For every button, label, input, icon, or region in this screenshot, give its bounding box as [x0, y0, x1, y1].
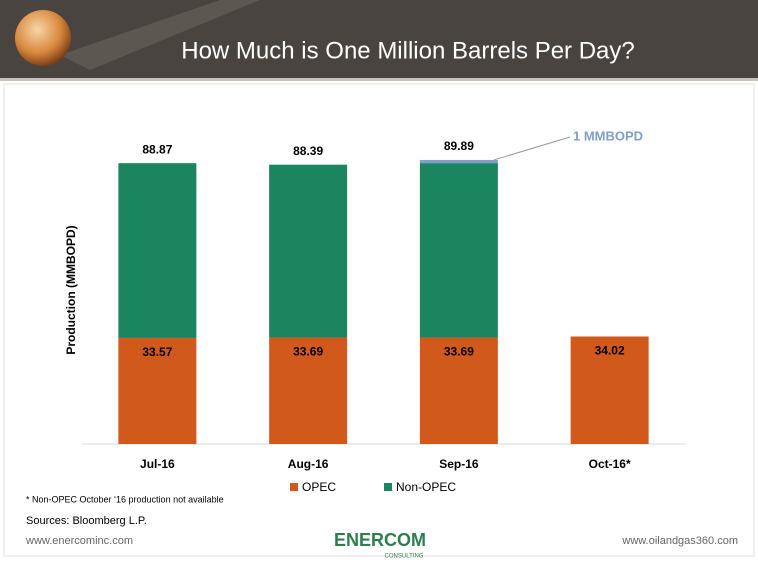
x-tick-label: Sep-16 — [439, 457, 479, 471]
y-axis-label: Production (MMBOPD) — [64, 225, 78, 354]
sources: Sources: Bloomberg L.P. — [26, 515, 147, 527]
legend-label: OPEC — [302, 480, 336, 494]
bar-segment — [118, 337, 197, 444]
legend-swatch — [384, 483, 393, 491]
callout-label: 1 MMBOPD — [573, 128, 643, 143]
header-stripe — [60, 0, 260, 70]
total-label: 89.89 — [444, 139, 474, 153]
logo-sphere — [15, 10, 71, 66]
bar-segment — [118, 163, 197, 338]
total-label: 88.39 — [293, 144, 323, 158]
footnote: * Non-OPEC October ‘16 production not av… — [26, 494, 224, 504]
bar-segment — [419, 159, 498, 164]
value-label: 34.02 — [595, 344, 625, 358]
footer-right: www.oilandgas360.com — [621, 535, 738, 547]
chart-title: How Much is One Million Barrels Per Day? — [181, 37, 634, 64]
frame — [3, 83, 755, 557]
legend-label: Non-OPEC — [396, 480, 456, 494]
total-label: 88.87 — [142, 142, 172, 156]
value-label: 33.57 — [142, 345, 172, 359]
x-tick-label: Jul-16 — [140, 457, 175, 471]
callout-line — [493, 136, 571, 161]
bar-segment — [269, 337, 348, 444]
bar-segment — [269, 164, 348, 338]
logo-text: ENERCOM — [334, 530, 426, 550]
x-tick-label: Aug-16 — [288, 457, 329, 471]
bar-segment — [570, 336, 649, 444]
footer-left: www.enercominc.com — [25, 535, 133, 547]
value-label: 33.69 — [293, 345, 323, 359]
value-label: 33.69 — [444, 345, 474, 359]
logo-sub: CONSULTING — [385, 554, 424, 560]
bar-segment — [419, 163, 498, 338]
bar-segment — [419, 337, 498, 444]
header-rule — [0, 78, 758, 81]
legend-swatch — [290, 483, 298, 491]
x-tick-label: Oct-16* — [589, 457, 631, 471]
